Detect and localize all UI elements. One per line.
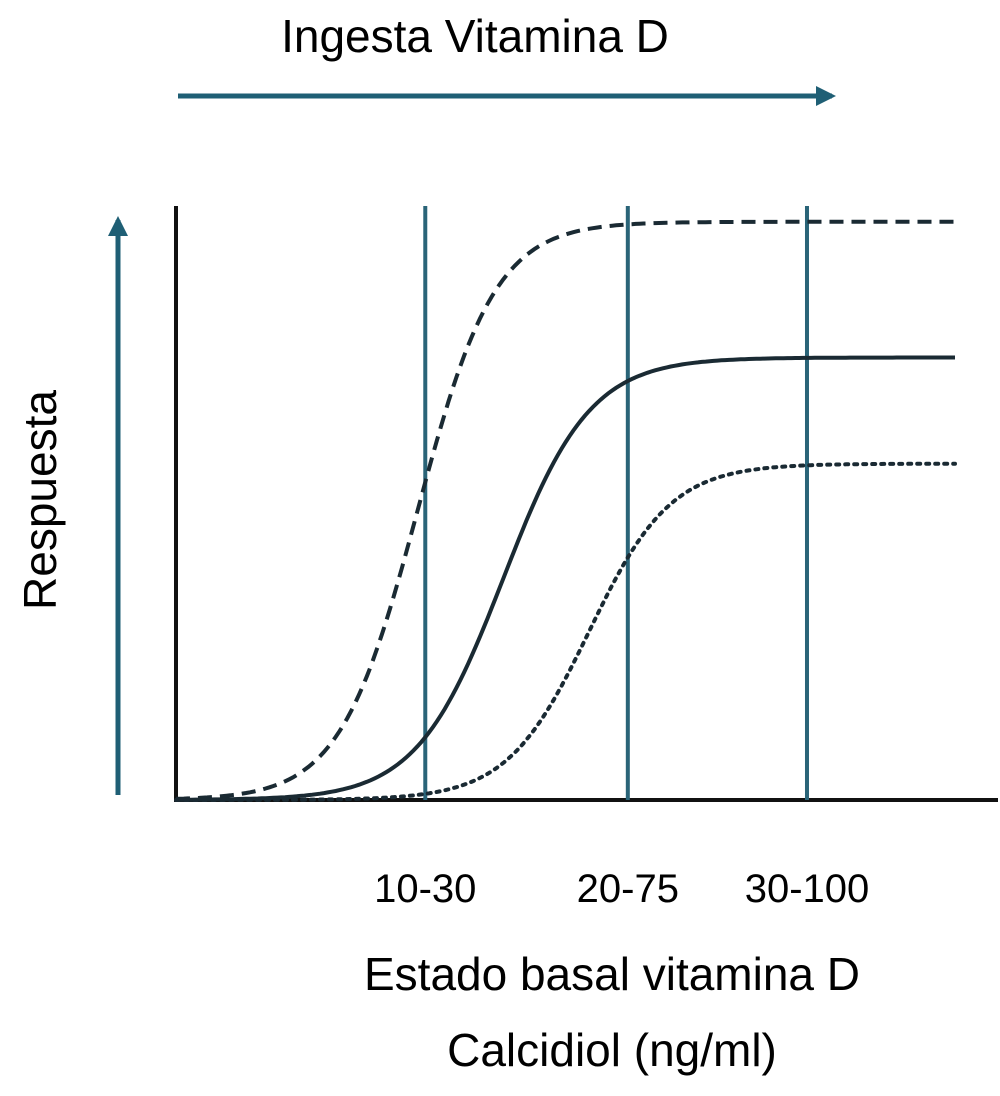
x-axis-label-line1: Estado basal vitamina D: [364, 948, 860, 1000]
chart-title: Ingesta Vitamina D: [281, 10, 669, 62]
range-label-3: 30-100: [745, 867, 870, 911]
curve-dashed: [175, 219, 955, 801]
range-labels: 10-30 20-75 30-100: [374, 867, 869, 911]
response-curves: [174, 219, 957, 802]
curve-solid: [175, 355, 955, 802]
y-axis-label: Respuesta: [14, 390, 66, 610]
range-label-2: 20-75: [577, 867, 679, 911]
x-axis-label-line2: Calcidiol (ng/ml): [447, 1024, 777, 1076]
reference-lines: [423, 206, 809, 800]
curve-dotted: [174, 461, 957, 802]
range-label-1: 10-30: [374, 867, 476, 911]
